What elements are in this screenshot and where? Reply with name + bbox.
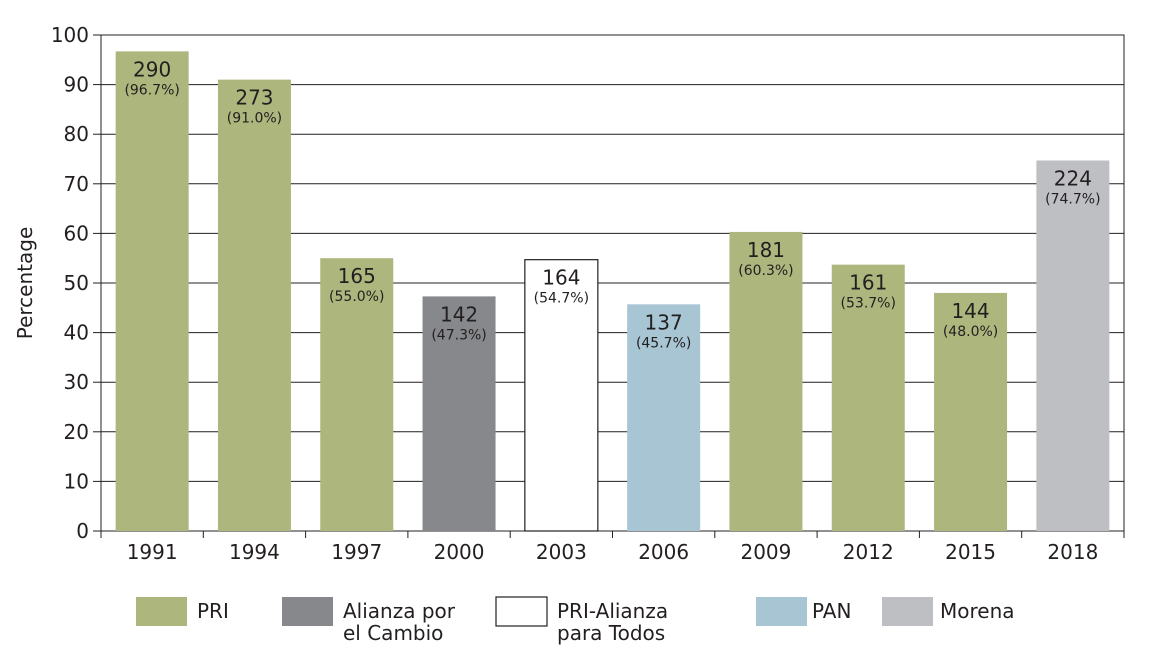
legend-swatch [756, 597, 807, 626]
bar-2006 [627, 304, 701, 531]
y-axis-label: Percentage [13, 227, 37, 340]
bar-count-label: 224 [1054, 166, 1092, 190]
x-tick-label: 1997 [331, 540, 382, 564]
y-tick-label: 30 [64, 370, 89, 394]
bar-count-label: 273 [235, 86, 273, 110]
bar-2000 [422, 296, 496, 531]
bar-2003 [524, 259, 599, 532]
y-tick-label: 80 [64, 122, 89, 146]
bar-1994 [217, 79, 291, 531]
bar-count-label: 290 [133, 57, 171, 81]
legend-label: Morena [940, 599, 1015, 623]
bar-count-label: 161 [849, 271, 887, 295]
x-tick-label: 2006 [638, 540, 689, 564]
legend-label: Alianza por [343, 599, 456, 623]
bars: 290(96.7%) 273(91.0%) 165(55.0%) 142(47.3%)… [115, 51, 1110, 532]
legend-swatch [882, 597, 933, 626]
y-tick-label: 90 [64, 73, 89, 97]
bar-2012 [831, 264, 905, 531]
bar-percent-label: (47.3%) [431, 327, 486, 343]
legend-label: el Cambio [343, 621, 443, 645]
y-tick-label: 0 [76, 519, 89, 543]
bar-count-label: 165 [338, 264, 376, 288]
bar-percent-label: (60.3%) [738, 263, 793, 279]
bar-percent-label: (54.7%) [534, 291, 589, 307]
legend-swatch [495, 596, 548, 627]
bar-count-label: 142 [440, 302, 478, 326]
bar-percent-label: (96.7%) [124, 82, 179, 98]
x-tick-label: 2018 [1047, 540, 1098, 564]
bar-1991 [115, 51, 189, 531]
y-tick-label: 100 [51, 23, 89, 47]
bar-2009 [729, 231, 803, 532]
y-tick-label: 60 [64, 221, 89, 245]
bar-percent-label: (55.0%) [329, 289, 384, 305]
x-tick-label: 2009 [740, 540, 791, 564]
x-tick-label: 2012 [843, 540, 894, 564]
bar-percent-label: (48.0%) [943, 324, 998, 340]
bar-count-label: 181 [747, 238, 785, 262]
y-tick-label: 10 [64, 469, 89, 493]
bar-count-label: 137 [645, 310, 683, 334]
legend-item: PAN [756, 597, 851, 626]
x-tick-label: 1994 [229, 540, 280, 564]
legend-item: Morena [882, 597, 1015, 626]
y-tick-label: 70 [64, 172, 89, 196]
bar-1997 [320, 258, 394, 531]
bar-2018 [1036, 160, 1110, 531]
x-tick-label: 2000 [434, 540, 485, 564]
bar-count-label: 144 [951, 299, 989, 323]
bar-percent-label: (53.7%) [841, 296, 896, 312]
bar-percent-label: (45.7%) [636, 335, 691, 351]
bar-percent-label: (91.0%) [227, 111, 282, 127]
x-tick-label: 2015 [945, 540, 996, 564]
y-tick-label: 40 [64, 321, 89, 345]
bar-percent-label: (74.7%) [1045, 191, 1100, 207]
y-tick-label: 20 [64, 420, 89, 444]
x-tick-label: 2003 [536, 540, 587, 564]
legend-label: PRI-Alianza [557, 599, 668, 623]
x-axis: 1991 1994 1997 2000 2003 2006 2009 2012 2015 2018 [100, 531, 1125, 564]
bar-2015 [934, 292, 1008, 531]
legend-label: PRI [197, 599, 229, 623]
legend-item: PRI [136, 597, 229, 626]
y-tick-label: 50 [64, 271, 89, 295]
bar-count-label: 164 [542, 266, 580, 290]
y-axis: 0 10 20 30 40 50 60 70 80 90 100 [51, 23, 101, 543]
legend-swatch [136, 597, 187, 626]
x-tick-label: 1991 [127, 540, 178, 564]
legend-label: PAN [812, 599, 851, 623]
legend-label: para Todos [557, 621, 665, 645]
legend-swatch [282, 597, 333, 626]
